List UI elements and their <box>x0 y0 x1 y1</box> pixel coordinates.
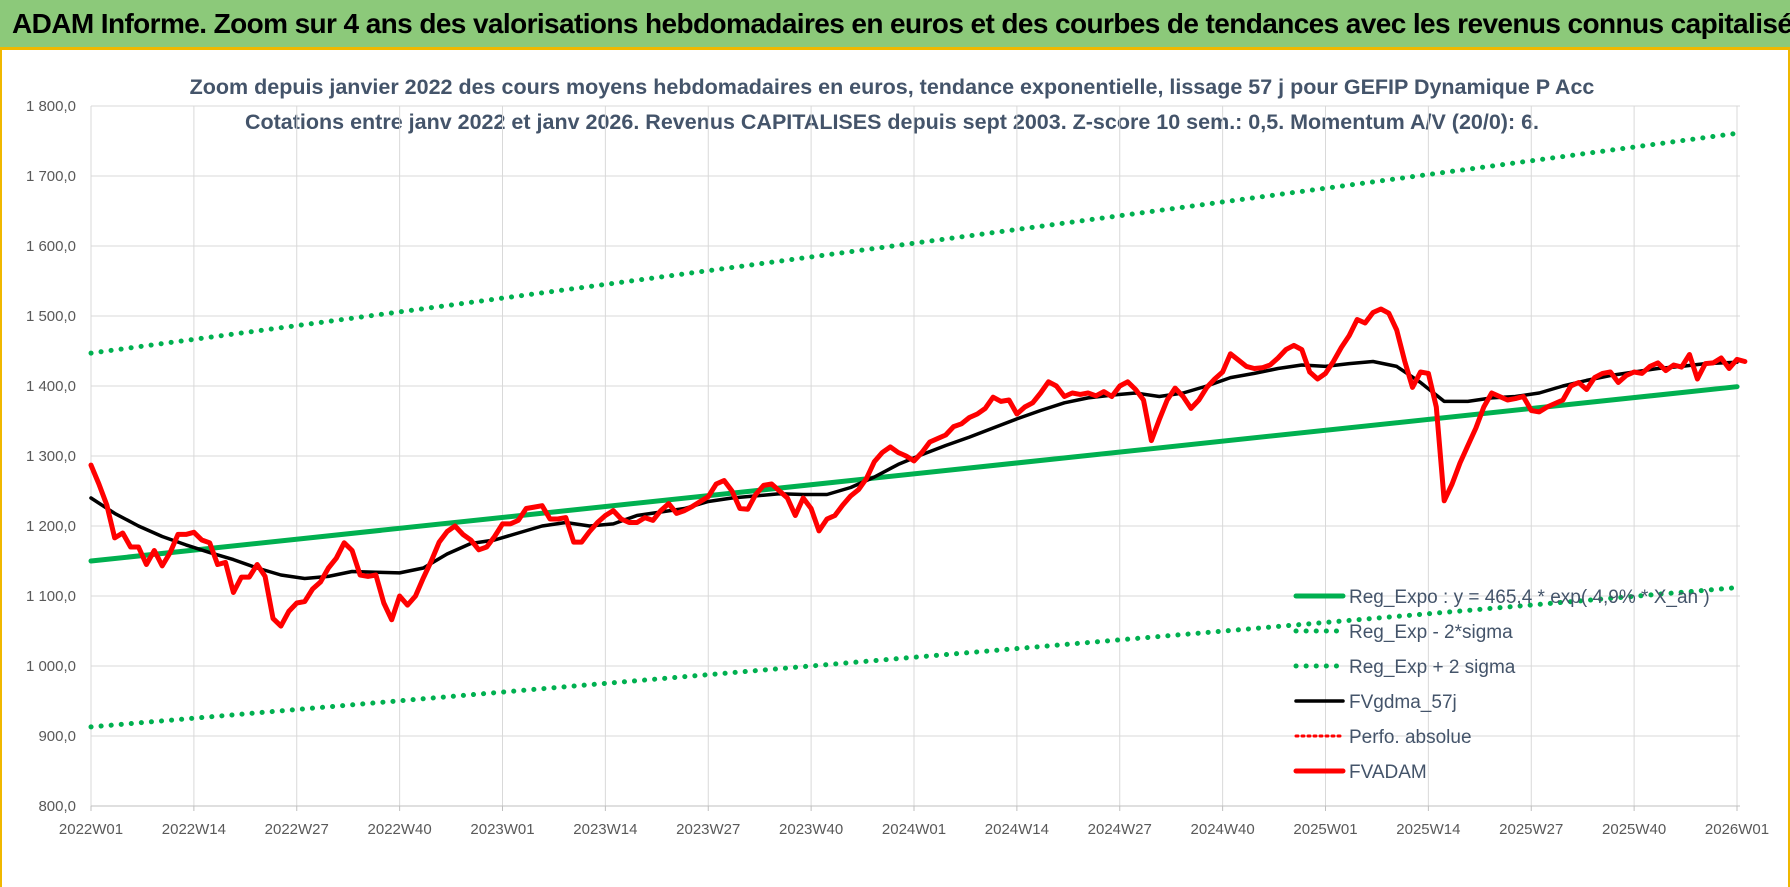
series-fvadam-line <box>88 306 1748 629</box>
report-title: ADAM Informe. Zoom sur 4 ans des valoris… <box>12 8 1790 39</box>
series-group <box>88 130 1748 730</box>
y-tick-label: 1 000,0 <box>26 658 76 675</box>
series-reg-exp-minus-2sigma-line <box>88 585 1740 730</box>
legend-label-reg-exp-plus-2sigma: Reg_Exp + 2 sigma <box>1349 657 1516 678</box>
x-tick-label: 2022W14 <box>162 821 226 838</box>
legend-label-fvgdma-57j: FVgdma_57j <box>1349 692 1457 713</box>
y-tick-label: 1 100,0 <box>26 588 76 605</box>
y-tick-label: 1 200,0 <box>26 518 76 535</box>
chart-subtitle: Cotations entre janv 2022 et janv 2026. … <box>245 110 1539 134</box>
x-tick-label: 2023W14 <box>573 821 637 838</box>
report-banner: ADAM Informe. Zoom sur 4 ans des valoris… <box>0 0 1790 50</box>
x-tick-label: 2025W01 <box>1293 821 1357 838</box>
axis-ticks: 800,0 900,0 1 000,0 1 100,0 1 200,0 1 300,0 1 … <box>26 98 1769 838</box>
x-tick-label: 2022W40 <box>368 821 432 838</box>
legend-label-perfo-absolue: Perfo. absolue <box>1349 727 1472 748</box>
y-tick-label: 1 700,0 <box>26 168 76 185</box>
x-tick-label: 2024W27 <box>1088 821 1152 838</box>
x-tick-label: 2023W01 <box>470 821 534 838</box>
chart-frame <box>0 50 1790 887</box>
legend-label-fvadam: FVADAM <box>1349 762 1427 783</box>
x-tick-label: 2024W40 <box>1191 821 1255 838</box>
legend: Reg_Expo : y = 465,4 * exp( 4,9% * X_an … <box>1293 587 1710 783</box>
y-tick-label: 1 500,0 <box>26 308 76 325</box>
legend-label-reg-exp-minus-2sigma: Reg_Exp - 2*sigma <box>1349 622 1513 643</box>
y-tick-label: 1 300,0 <box>26 448 76 465</box>
y-tick-label: 900,0 <box>38 728 76 745</box>
y-tick-label: 1 400,0 <box>26 378 76 395</box>
x-tick-label: 2023W27 <box>676 821 740 838</box>
x-tick-label: 2025W14 <box>1396 821 1460 838</box>
series-reg-expo-line <box>88 384 1740 564</box>
y-tick-label: 1 800,0 <box>26 98 76 115</box>
chart-title: Zoom depuis janvier 2022 des cours moyen… <box>190 75 1595 99</box>
x-tick-label: 2024W14 <box>985 821 1049 838</box>
x-tick-label: 2024W01 <box>882 821 946 838</box>
x-tick-label: 2025W40 <box>1602 821 1666 838</box>
legend-label-reg-expo: Reg_Expo : y = 465,4 * exp( 4,9% * X_an … <box>1349 587 1710 608</box>
x-tick-label: 2026W01 <box>1705 821 1769 838</box>
x-tick-label: 2022W27 <box>265 821 329 838</box>
series-reg-exp-plus-2sigma-line <box>88 130 1740 356</box>
y-tick-label: 1 600,0 <box>26 238 76 255</box>
x-tick-label: 2023W40 <box>779 821 843 838</box>
x-tick-label: 2025W27 <box>1499 821 1563 838</box>
y-tick-label: 800,0 <box>38 798 76 815</box>
x-tick-label: 2022W01 <box>59 821 123 838</box>
